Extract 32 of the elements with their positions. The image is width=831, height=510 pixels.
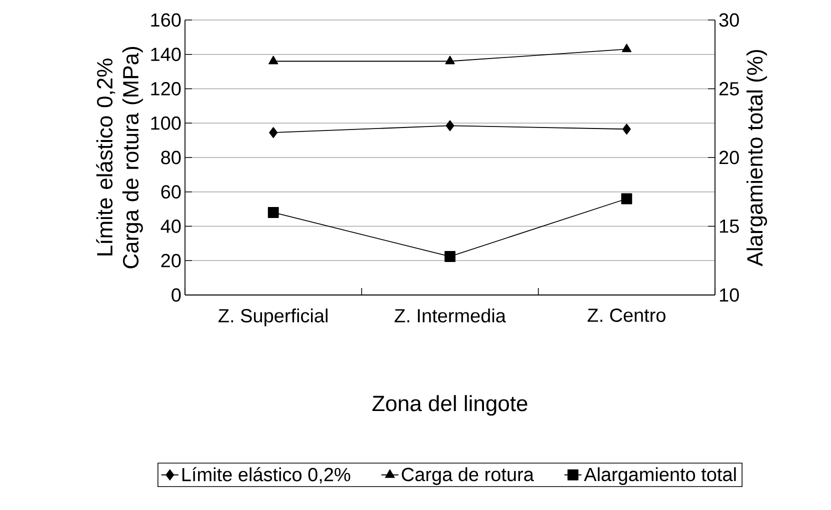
point xyxy=(621,193,632,204)
point xyxy=(269,127,278,138)
y-tick-label: 60 xyxy=(161,185,181,199)
point xyxy=(444,251,456,262)
x-tick-label: Z. Centro xyxy=(588,308,666,322)
y-tick-label: 80 xyxy=(161,150,181,164)
point xyxy=(268,207,279,218)
y2-tick-label: 10 xyxy=(720,288,739,302)
y-tick-label: 40 xyxy=(160,220,181,233)
y-tick-label: 160 xyxy=(151,13,181,27)
x-tick-label: Z. Superficial xyxy=(218,308,328,326)
x-tick-label: Z. Intermedia xyxy=(394,308,506,322)
y2-tick-label: 30 xyxy=(719,13,739,27)
y2-tick-label: 15 xyxy=(720,220,739,233)
point xyxy=(446,120,454,132)
legend-label: Alargamiento total xyxy=(584,467,736,485)
y-axis-title: Límite elástico 0,2% Carga de rotura (MPa) xyxy=(96,47,143,268)
y-tick-label: 120 xyxy=(151,82,181,96)
y-tick-label: 0 xyxy=(172,288,181,302)
point xyxy=(622,44,632,52)
legend-label: Límite elástico 0,2% xyxy=(182,467,350,484)
point xyxy=(268,56,278,64)
legend-label: Carga de rotura xyxy=(402,467,534,485)
y-tick-label: 100 xyxy=(151,116,181,130)
y-tick-label: 20 xyxy=(161,254,181,268)
point xyxy=(622,124,631,135)
y2-tick-label: 25 xyxy=(719,82,739,96)
y2-axis-title: Alargamiento total (%) xyxy=(746,50,768,266)
y2-tick-label: 20 xyxy=(719,150,739,164)
point xyxy=(445,56,455,64)
y-tick-label: 140 xyxy=(151,48,181,62)
x-axis-title: Zona del lingote xyxy=(372,395,528,416)
